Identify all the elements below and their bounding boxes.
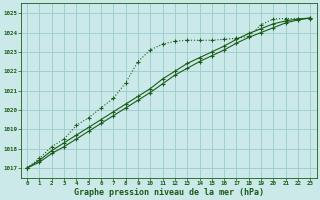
X-axis label: Graphe pression niveau de la mer (hPa): Graphe pression niveau de la mer (hPa): [74, 188, 264, 197]
